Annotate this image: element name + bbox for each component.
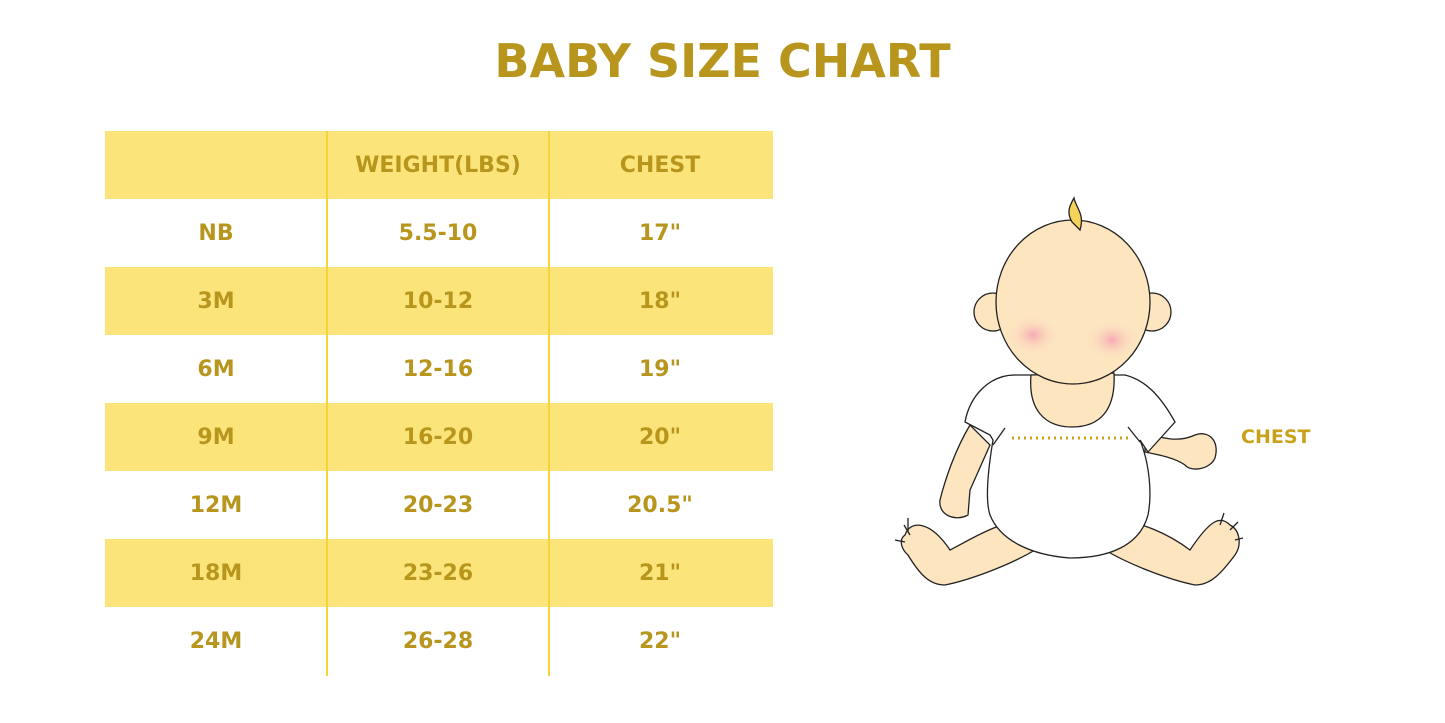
table-cell: 17" — [638, 220, 682, 246]
table-cell: 24M — [189, 628, 243, 654]
table-cell: 18" — [638, 288, 682, 314]
table-cell: 9M — [197, 424, 235, 450]
column-divider — [326, 131, 328, 676]
table-cell: 19" — [638, 356, 682, 382]
cheek — [1086, 320, 1138, 360]
table-cell: 6M — [197, 356, 235, 382]
table-row: 12M 20-23 20.5" — [105, 471, 773, 539]
table-cell: 23-26 — [402, 560, 474, 586]
table-row: 9M 16-20 20" — [105, 403, 773, 471]
table-row: 6M 12-16 19" — [105, 335, 773, 403]
page-title: BABY SIZE CHART — [494, 34, 951, 88]
table-cell: 3M — [197, 288, 235, 314]
header-cell: CHEST — [619, 152, 701, 178]
table-row: 24M 26-28 22" — [105, 607, 773, 675]
size-table: WEIGHT(LBS) CHEST NB 5.5-10 17" 3M 10-12 18" 6… — [105, 131, 773, 675]
table-cell: 5.5-10 — [398, 220, 478, 246]
table-cell: 20" — [638, 424, 682, 450]
chest-label: CHEST — [1241, 426, 1311, 448]
cheek — [1007, 315, 1059, 355]
table-cell: 12M — [189, 492, 243, 518]
table-cell: 12-16 — [402, 356, 474, 382]
table-cell: 20.5" — [627, 492, 693, 518]
table-header-row: WEIGHT(LBS) CHEST — [105, 131, 773, 199]
table-row: NB 5.5-10 17" — [105, 199, 773, 267]
column-divider — [548, 131, 550, 676]
baby-illustration — [894, 196, 1244, 586]
header-cell: WEIGHT(LBS) — [355, 152, 521, 178]
table-row: 3M 10-12 18" — [105, 267, 773, 335]
table-cell: 16-20 — [402, 424, 474, 450]
table-cell: 21" — [638, 560, 682, 586]
table-cell: 26-28 — [402, 628, 474, 654]
table-cell: 20-23 — [402, 492, 474, 518]
table-cell: NB — [198, 220, 234, 246]
table-row: 18M 23-26 21" — [105, 539, 773, 607]
table-cell: 22" — [638, 628, 682, 654]
table-cell: 18M — [189, 560, 243, 586]
table-cell: 10-12 — [402, 288, 474, 314]
